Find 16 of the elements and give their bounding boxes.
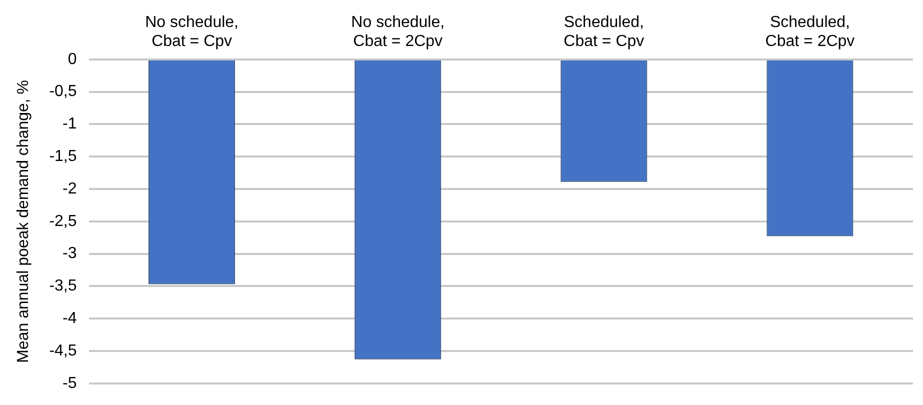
y-tick-label: -3,5 — [49, 278, 77, 295]
y-tick-label: -4 — [62, 310, 77, 328]
x-tick-label: No schedule, Cbat = 2Cpv — [351, 14, 445, 50]
y-tick-label: -4,5 — [49, 342, 77, 360]
y-tick-label: -2,5 — [49, 212, 77, 230]
y-tick-label: -0,5 — [49, 83, 77, 100]
y-tick-label: -2 — [62, 180, 77, 198]
y-tick-label: -5 — [62, 374, 77, 392]
x-tick-label: No schedule, Cbat = Cpv — [145, 14, 238, 50]
y-tick-label: -1 — [62, 116, 77, 133]
y-axis-title: Mean annual poeak demand change, % — [15, 80, 32, 363]
y-tick-label: 0 — [68, 50, 77, 68]
y-tick-label: -1,5 — [49, 148, 77, 166]
x-tick-label: Scheduled, Cbat = Cpv — [564, 14, 644, 50]
y-tick-label: -3 — [62, 245, 77, 262]
x-tick-label: Scheduled, Cbat = 2Cpv — [765, 14, 855, 50]
